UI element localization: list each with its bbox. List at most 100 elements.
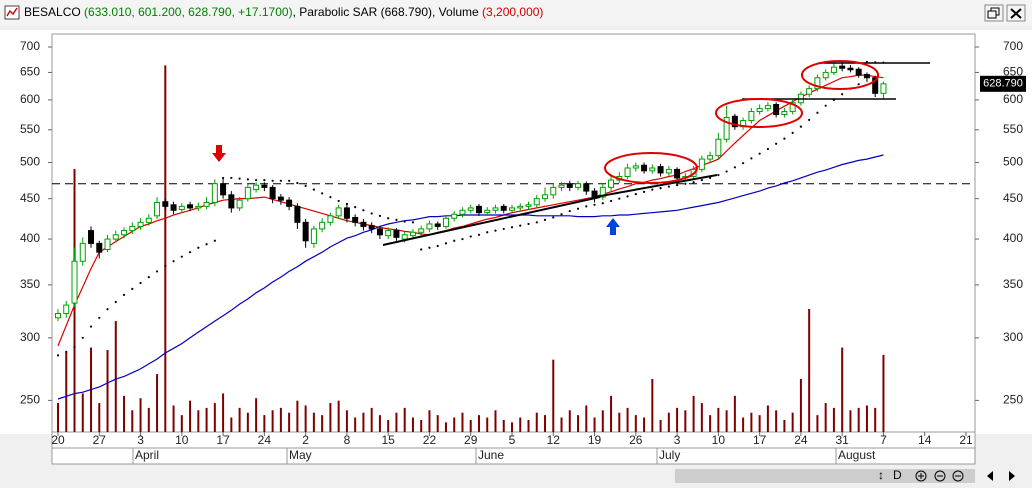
volume-bar	[634, 415, 637, 432]
last-price-label: 628.790	[983, 78, 1023, 90]
volume-bar	[395, 412, 398, 432]
month-label: August	[838, 448, 876, 462]
sar-dot	[733, 166, 736, 169]
sar-dot	[675, 184, 679, 187]
y2-tick-label: 650	[1003, 65, 1023, 79]
sar-dot	[180, 255, 183, 258]
sar-dot	[279, 179, 282, 182]
volume-bar	[321, 415, 324, 432]
zoom-in-button[interactable]	[915, 470, 927, 482]
sar-dot	[271, 179, 274, 182]
zoom-reset-button[interactable]	[952, 470, 964, 482]
candle-body	[715, 138, 722, 157]
candle-body	[599, 186, 606, 198]
close-button[interactable]	[1006, 4, 1026, 22]
candle-body	[310, 228, 317, 244]
app-icon	[4, 5, 20, 20]
volume-bar	[849, 410, 852, 432]
candle-body	[806, 88, 813, 95]
x-tick-label: 21	[959, 433, 973, 447]
scroll-right[interactable]	[1009, 471, 1015, 481]
y2-tick-label: 450	[1003, 191, 1023, 205]
candle-body	[327, 215, 334, 223]
volume-bar	[791, 412, 794, 432]
sar-dot	[131, 287, 134, 290]
sar-dot	[188, 251, 192, 254]
sar-dot	[296, 181, 299, 185]
volume-bar	[750, 412, 753, 432]
sar-dot	[808, 118, 811, 122]
candle-body	[789, 102, 796, 113]
sar-dot	[543, 218, 547, 221]
candle-body	[277, 196, 284, 201]
annotations	[212, 60, 930, 246]
volume-bar	[172, 405, 175, 432]
volume-bar	[461, 412, 464, 432]
volume-bar	[808, 308, 811, 432]
volume-bar	[486, 417, 489, 432]
sar-dot	[634, 192, 637, 196]
scroll-left[interactable]	[987, 471, 993, 481]
candle-body	[863, 74, 870, 79]
candle-body	[632, 165, 639, 169]
candle-body	[368, 225, 375, 230]
candle-body	[409, 231, 416, 237]
sar-dot	[552, 216, 555, 219]
candle-body	[55, 313, 61, 319]
candle-body	[79, 242, 86, 262]
volume-bar	[477, 415, 480, 432]
highlight-ellipse	[715, 98, 803, 128]
volume-value: (3,200,000)	[482, 5, 543, 19]
y-tick-label: 600	[20, 92, 40, 106]
sar-dot	[609, 199, 613, 203]
sar-dot	[453, 239, 456, 242]
volume-bar	[700, 403, 703, 432]
candle-body	[253, 184, 260, 191]
candle-body	[112, 234, 119, 240]
x-tick-label: 8	[344, 433, 351, 447]
candle-body	[566, 183, 573, 188]
volume-bar	[304, 405, 307, 432]
volume-bar	[246, 412, 249, 432]
mode-button[interactable]: D	[893, 468, 902, 482]
volume-bar	[667, 412, 670, 432]
sar-dot	[766, 147, 769, 151]
sar-dot	[164, 264, 167, 267]
y-tick-label: 450	[20, 191, 40, 205]
sar-dot	[725, 170, 728, 173]
y-tick-label: 650	[20, 65, 40, 79]
candle-body	[484, 209, 491, 214]
month-label: June	[478, 448, 504, 462]
candle-body	[624, 167, 631, 177]
y-tick-label: 500	[20, 155, 40, 169]
volume-bar	[345, 410, 348, 432]
volume-bar	[717, 407, 720, 432]
volume-bar	[626, 407, 629, 432]
x-tick-label: 17	[216, 433, 230, 447]
volume-bar	[296, 400, 299, 432]
sar-value: (668.790)	[381, 5, 432, 19]
candle-body	[451, 213, 458, 219]
restore-button[interactable]	[984, 4, 1004, 22]
candle-body	[385, 230, 392, 237]
zoom-out-button[interactable]	[934, 470, 946, 482]
scroll-icon[interactable]: ↕	[878, 468, 884, 482]
sar-dot	[444, 242, 448, 245]
candle-body	[509, 207, 515, 211]
x-tick-label: 26	[629, 433, 643, 447]
sar-dot	[510, 226, 514, 229]
sar-dot	[667, 185, 670, 188]
sar-dot	[601, 202, 604, 205]
candle-body	[96, 242, 103, 253]
volume-bar	[865, 405, 868, 432]
scrollbar-thumb[interactable]	[675, 469, 975, 483]
candle-body	[121, 230, 128, 236]
sar-dot	[651, 188, 654, 191]
candle-body	[731, 115, 738, 128]
candle-body	[178, 205, 185, 210]
y2-tick-label: 500	[1003, 155, 1023, 169]
x-tick-label: 20	[51, 433, 65, 447]
volume-bar	[618, 412, 621, 432]
sar-dot	[857, 83, 860, 86]
month-label: July	[659, 448, 680, 462]
